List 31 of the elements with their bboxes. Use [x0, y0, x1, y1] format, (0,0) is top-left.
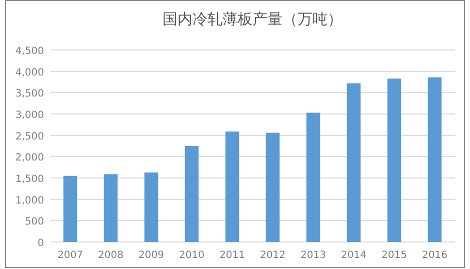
bar	[266, 132, 280, 242]
y-tick-label: 3,500	[15, 88, 44, 100]
x-tick-label: 2010	[179, 250, 204, 261]
y-tick-label: 1,500	[15, 174, 44, 185]
x-tick-label: 2013	[300, 250, 326, 261]
bar	[306, 112, 320, 242]
y-tick-label: 4,500	[15, 46, 44, 57]
x-tick-label: 2007	[58, 250, 83, 261]
bar	[184, 146, 199, 242]
x-tick-label: 2014	[341, 250, 366, 261]
x-tick-label: 2009	[138, 250, 164, 261]
bar	[428, 77, 442, 242]
x-tick-label: 2012	[260, 250, 286, 261]
x-tick-label: 2011	[220, 250, 245, 261]
y-tick-label: 1,000	[15, 195, 44, 206]
x-tick-label: 2015	[382, 250, 407, 261]
bar	[346, 83, 361, 242]
chart-title: 国内冷轧薄板产量（万吨）	[162, 10, 342, 28]
y-tick-label: 2,000	[15, 152, 44, 164]
bar	[225, 131, 240, 242]
x-tick-label: 2008	[98, 250, 124, 261]
y-tick-label: 0	[38, 238, 44, 249]
y-tick-label: 4,000	[15, 67, 44, 78]
bar	[387, 78, 402, 242]
bar	[63, 176, 78, 242]
y-tick-label: 3,000	[15, 110, 44, 121]
bar	[144, 172, 158, 242]
y-tick-label: 500	[24, 216, 44, 228]
y-tick-label: 2,500	[15, 131, 44, 142]
bar	[104, 174, 118, 242]
x-tick-label: 2016	[422, 250, 448, 261]
